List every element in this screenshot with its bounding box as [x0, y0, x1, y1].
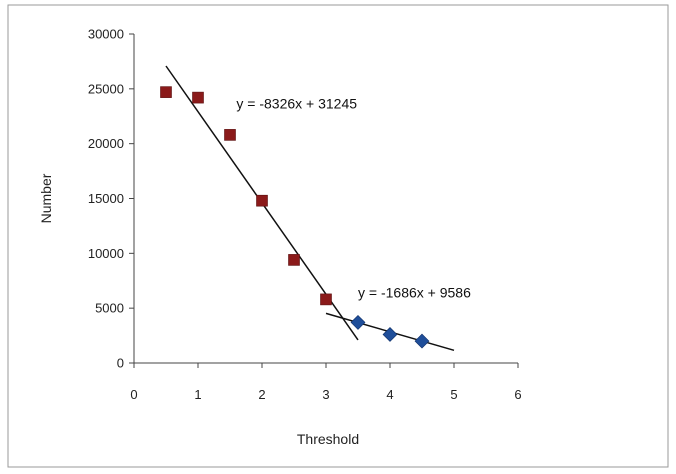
data-points — [160, 86, 430, 349]
y-tick-label-4: 20000 — [88, 136, 124, 151]
trendline-equation-1: y = -8326x + 31245 — [236, 96, 357, 112]
x-tick-label-5: 5 — [450, 387, 457, 402]
x-tick-label-0: 0 — [130, 387, 137, 402]
series-1-point-4 — [256, 194, 268, 207]
x-tick-label-3: 3 — [322, 387, 329, 402]
axes: 0 5000 10000 15000 20000 25000 30000 0 1 2 3 4 5 6 — [88, 27, 522, 403]
series-2-point-1 — [350, 314, 366, 330]
y-tick-label-3: 15000 — [88, 191, 124, 206]
series-1-point-5 — [288, 254, 300, 266]
annotations: y = -8326x + 31245 y = -1686x + 9586 — [236, 96, 471, 301]
x-tick-label-1: 1 — [194, 387, 201, 402]
y-tick-label-0: 0 — [117, 356, 124, 371]
series-2-point-3 — [414, 333, 430, 349]
x-tick-label-6: 6 — [514, 387, 521, 402]
chart-area-border — [7, 4, 669, 468]
x-tick-label-2: 2 — [258, 387, 265, 402]
y-tick-label-5: 25000 — [88, 81, 124, 96]
y-tick-label-6: 30000 — [88, 27, 124, 42]
series-2-point-2 — [382, 327, 398, 342]
series-1-point-6 — [320, 293, 332, 306]
y-tick-label-2: 10000 — [88, 246, 124, 261]
series-1-point-3 — [224, 129, 236, 141]
x-tick-label-4: 4 — [386, 387, 393, 402]
series-1-point-2 — [192, 91, 204, 104]
trendline-equation-2: y = -1686x + 9586 — [358, 285, 471, 301]
series-1-point-1 — [160, 86, 172, 98]
x-axis-title: Threshold — [297, 431, 359, 447]
y-axis-title: Number — [38, 173, 54, 223]
y-tick-label-1: 5000 — [95, 301, 124, 316]
